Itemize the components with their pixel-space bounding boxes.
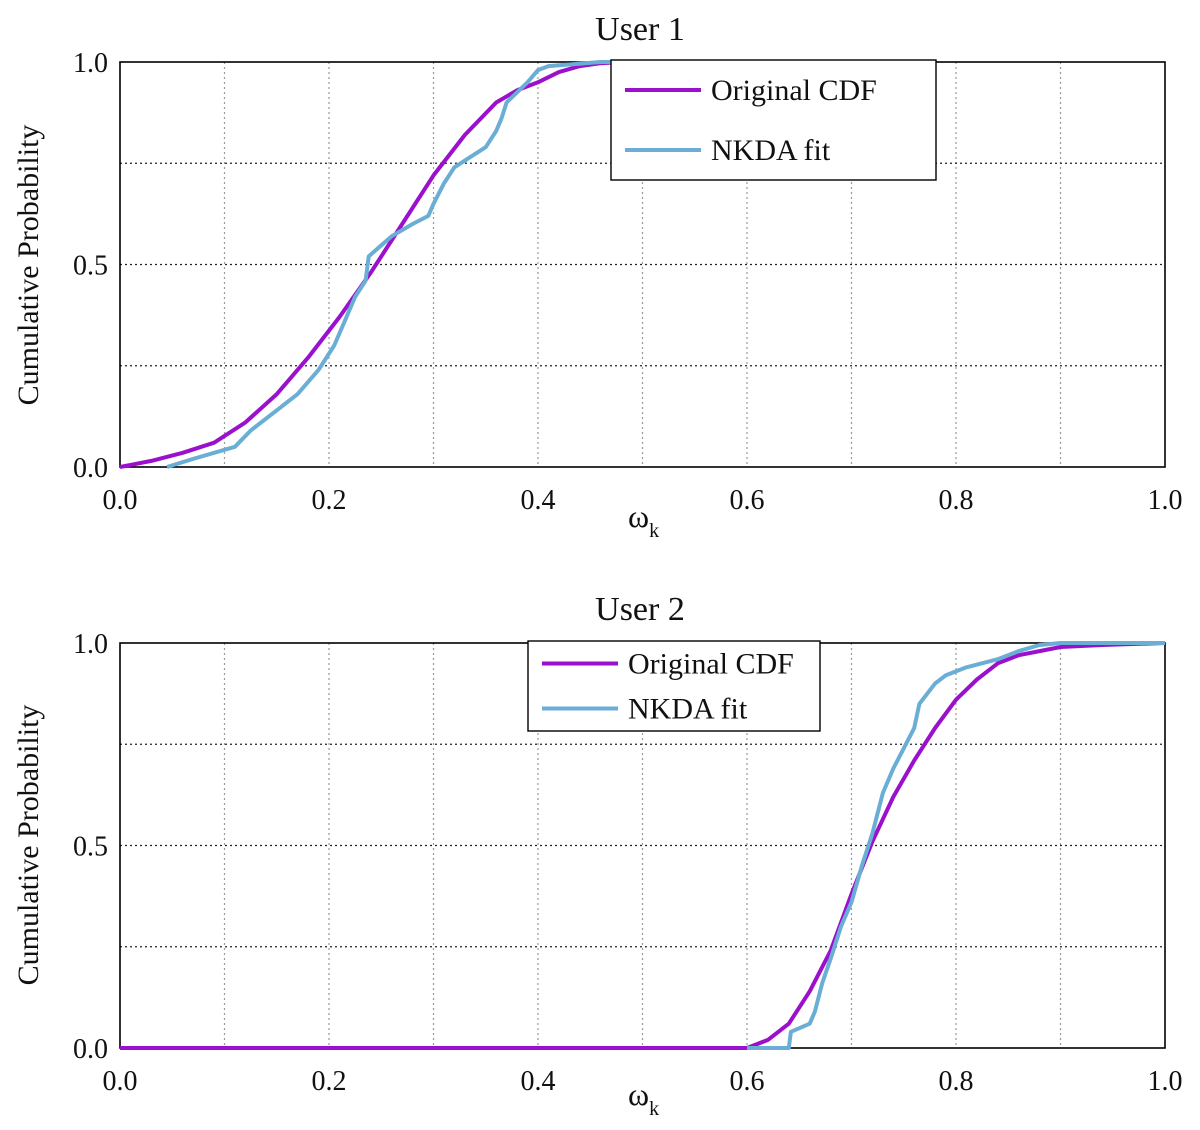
x-tick-label: 0.4 bbox=[521, 485, 556, 516]
y-tick-label: 0.5 bbox=[73, 832, 108, 863]
x-axis-label-symbol: ω bbox=[628, 1076, 649, 1112]
series-group bbox=[120, 641, 1166, 1050]
y-tick-label: 1.0 bbox=[73, 48, 108, 79]
x-tick-label: 1.0 bbox=[1148, 485, 1183, 516]
legend-box bbox=[610, 59, 937, 181]
x-axis-label-subscript: k bbox=[649, 1098, 659, 1120]
legend-label: NKDA fit bbox=[711, 134, 831, 167]
y-tick-label: 0.0 bbox=[73, 453, 108, 484]
series-line-nkda-fit bbox=[166, 60, 643, 469]
series-group bbox=[119, 60, 643, 469]
x-tick-label: 0.0 bbox=[103, 1066, 138, 1097]
x-tick-label: 0.4 bbox=[521, 1066, 556, 1097]
x-axis-label: ωk bbox=[628, 1076, 659, 1120]
x-tick-label: 0.2 bbox=[312, 1066, 347, 1097]
y-tick-label: 1.0 bbox=[73, 629, 108, 660]
legend-label: Original CDF bbox=[628, 648, 794, 681]
series-line-original-cdf bbox=[120, 641, 1166, 1050]
legend-label: NKDA fit bbox=[628, 693, 748, 726]
y-axis-label: Cumulative Probability bbox=[12, 705, 45, 986]
x-tick-label: 1.0 bbox=[1148, 1066, 1183, 1097]
x-tick-label: 0.6 bbox=[730, 1066, 765, 1097]
y-axis-label: Cumulative Probability bbox=[12, 125, 45, 406]
chart-title: User 2 bbox=[595, 591, 685, 628]
grid bbox=[120, 643, 1165, 1048]
x-tick-label: 0.8 bbox=[939, 1066, 974, 1097]
x-tick-label: 0.6 bbox=[730, 485, 765, 516]
y-tick-label: 0.5 bbox=[73, 251, 108, 282]
chart-user-1: User 1 Cumulative Probability ωk 0.0 0.2 0… bbox=[12, 11, 1183, 542]
x-axis-label-symbol: ω bbox=[628, 498, 649, 534]
legend-box bbox=[527, 640, 821, 732]
x-axis-label: ωk bbox=[628, 498, 659, 542]
x-axis-label-subscript: k bbox=[649, 520, 659, 542]
chart-user-2: User 2 Cumulative Probability ωk 0.0 0.2 0… bbox=[12, 591, 1183, 1120]
legend: Original CDF NKDA fit bbox=[527, 640, 821, 732]
chart-title: User 1 bbox=[595, 11, 685, 48]
series-line-nkda-fit bbox=[747, 641, 1165, 1050]
x-tick-label: 0.2 bbox=[312, 485, 347, 516]
y-tick-label: 0.0 bbox=[73, 1034, 108, 1065]
legend: Original CDF NKDA fit bbox=[610, 59, 937, 181]
legend-label: Original CDF bbox=[711, 74, 877, 107]
x-tick-label: 0.0 bbox=[103, 485, 138, 516]
x-tick-label: 0.8 bbox=[939, 485, 974, 516]
grid bbox=[120, 62, 1165, 467]
series-line-original-cdf bbox=[119, 60, 643, 469]
